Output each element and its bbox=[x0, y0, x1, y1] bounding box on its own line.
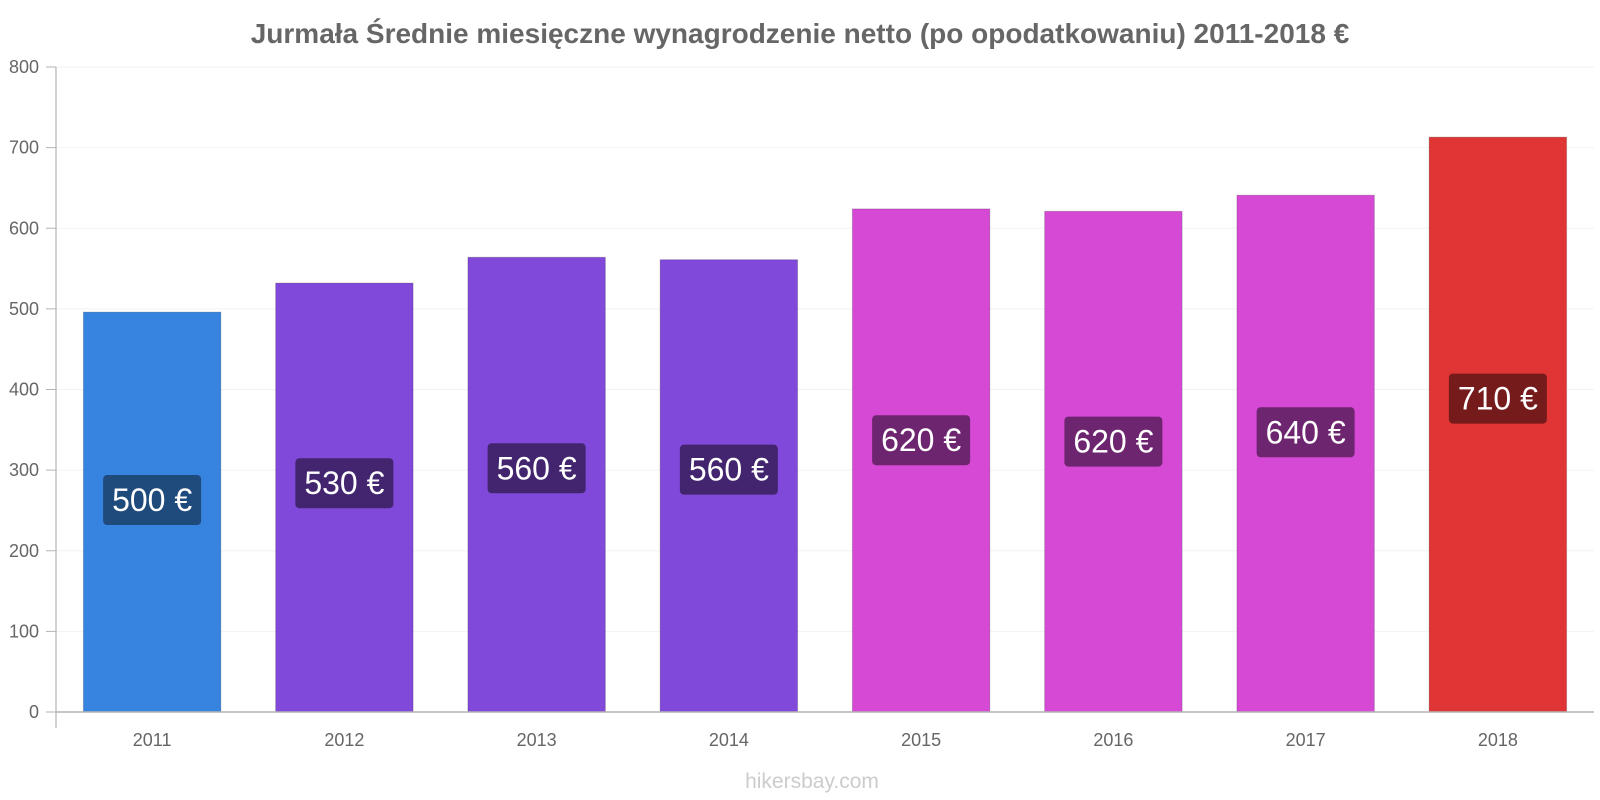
y-tick-label: 0 bbox=[29, 702, 39, 722]
y-tick-label: 400 bbox=[9, 380, 39, 400]
data-label-box bbox=[1256, 407, 1355, 458]
x-tick-label: 2017 bbox=[1286, 730, 1326, 750]
y-tick-label: 700 bbox=[9, 138, 39, 158]
y-axis: 0 100 200 300 400 500 600 700 800 bbox=[9, 57, 57, 728]
data-label: 560 € bbox=[689, 452, 769, 488]
data-label-box bbox=[1448, 373, 1547, 424]
y-tick-label: 300 bbox=[9, 460, 39, 480]
data-label: 620 € bbox=[881, 422, 961, 458]
data-labels: 500 € 530 € 560 € 560 € 620 € 620 € 640 € 710 € bbox=[103, 373, 1547, 526]
data-label: 620 € bbox=[1073, 424, 1153, 460]
bar-2018 bbox=[1428, 136, 1568, 713]
data-label: 500 € bbox=[112, 482, 192, 518]
data-label-box bbox=[487, 443, 586, 494]
data-label-box bbox=[295, 458, 394, 509]
x-tick-label: 2012 bbox=[324, 730, 364, 750]
y-tick-label: 800 bbox=[9, 57, 39, 77]
y-tick-label: 100 bbox=[9, 621, 39, 641]
data-label: 640 € bbox=[1266, 414, 1346, 450]
y-tick-label: 500 bbox=[9, 299, 39, 319]
x-tick-label: 2014 bbox=[709, 730, 749, 750]
y-tick-label: 600 bbox=[9, 218, 39, 238]
x-axis: 2011 2012 2013 2014 2015 2016 2017 2018 bbox=[56, 711, 1594, 750]
x-tick-label: 2018 bbox=[1478, 730, 1518, 750]
data-label: 560 € bbox=[497, 450, 577, 486]
chart-title: Jurmała Średnie miesięczne wynagrodzenie… bbox=[251, 18, 1350, 49]
data-label-box bbox=[679, 444, 778, 495]
x-tick-label: 2016 bbox=[1093, 730, 1133, 750]
data-label: 530 € bbox=[304, 465, 384, 501]
data-label-box bbox=[872, 415, 971, 466]
data-label: 710 € bbox=[1458, 381, 1538, 417]
x-tick-label: 2011 bbox=[133, 730, 172, 750]
data-label-box bbox=[1064, 416, 1163, 467]
x-tick-label: 2015 bbox=[901, 730, 941, 750]
y-tick-label: 200 bbox=[9, 541, 39, 561]
watermark-text: hikersbay.com bbox=[745, 770, 879, 793]
data-label-box bbox=[103, 475, 202, 526]
x-tick-label: 2013 bbox=[517, 730, 557, 750]
